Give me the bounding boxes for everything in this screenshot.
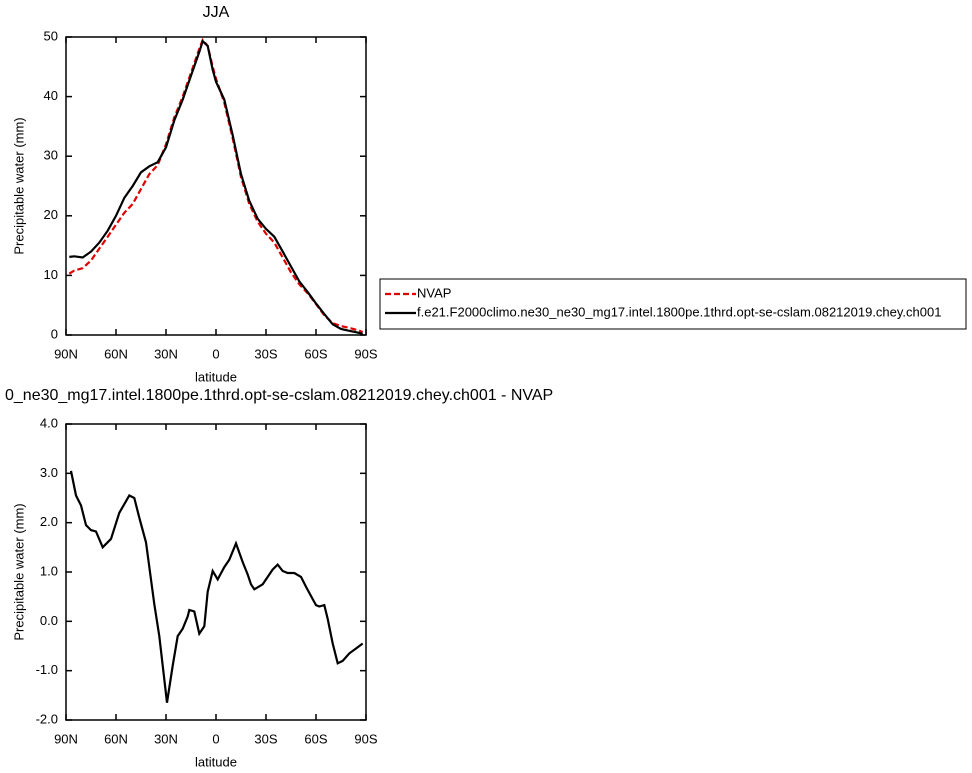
x-tick-label: 30S [254, 346, 277, 361]
y-tick-label: 50 [44, 28, 58, 43]
data-line [69, 39, 363, 335]
x-tick-label: 60N [104, 731, 128, 746]
x-tick-label: 30S [254, 731, 277, 746]
legend-label: f.e21.F2000climo.ne30_ne30_mg17.intel.18… [417, 304, 941, 319]
y-tick-label: 4.0 [40, 415, 58, 430]
x-tick-label: 90N [54, 731, 78, 746]
legend-label: NVAP [417, 285, 451, 300]
y-tick-label: 1.0 [40, 563, 58, 578]
y-tick-label: 10 [44, 267, 58, 282]
y-tick-label: 0 [51, 326, 58, 341]
legend-box [379, 278, 967, 330]
x-tick-label: 0 [212, 346, 219, 361]
y-tick-label: 20 [44, 207, 58, 222]
y-tick-label: 40 [44, 88, 58, 103]
x-tick-label: 0 [212, 731, 219, 746]
x-tick-label: 90S [354, 346, 377, 361]
x-tick-label: 90N [54, 346, 78, 361]
y-tick-label: 0.0 [40, 613, 58, 628]
y-axis-label: Precipitable water (mm) [11, 117, 26, 254]
y-tick-label: 30 [44, 148, 58, 163]
plot-frame [65, 423, 367, 721]
plot-frame [65, 36, 367, 336]
x-tick-label: 60S [304, 731, 327, 746]
x-tick-label: 30N [154, 731, 178, 746]
data-line [69, 470, 364, 703]
y-tick-label: 2.0 [40, 514, 58, 529]
y-tick-label: 3.0 [40, 465, 58, 480]
y-tick-label: -2.0 [36, 711, 58, 726]
y-tick-label: -1.0 [36, 662, 58, 677]
x-tick-label: 30N [154, 346, 178, 361]
x-tick-label: 90S [354, 731, 377, 746]
chart-title: JJA [203, 4, 230, 21]
x-axis-label: latitude [195, 754, 237, 769]
x-tick-label: 60N [104, 346, 128, 361]
x-tick-label: 60S [304, 346, 327, 361]
chart-title: 0_ne30_mg17.intel.1800pe.1thrd.opt-se-cs… [5, 387, 553, 404]
y-axis-label: Precipitable water (mm) [11, 503, 26, 640]
x-axis-label: latitude [195, 369, 237, 384]
